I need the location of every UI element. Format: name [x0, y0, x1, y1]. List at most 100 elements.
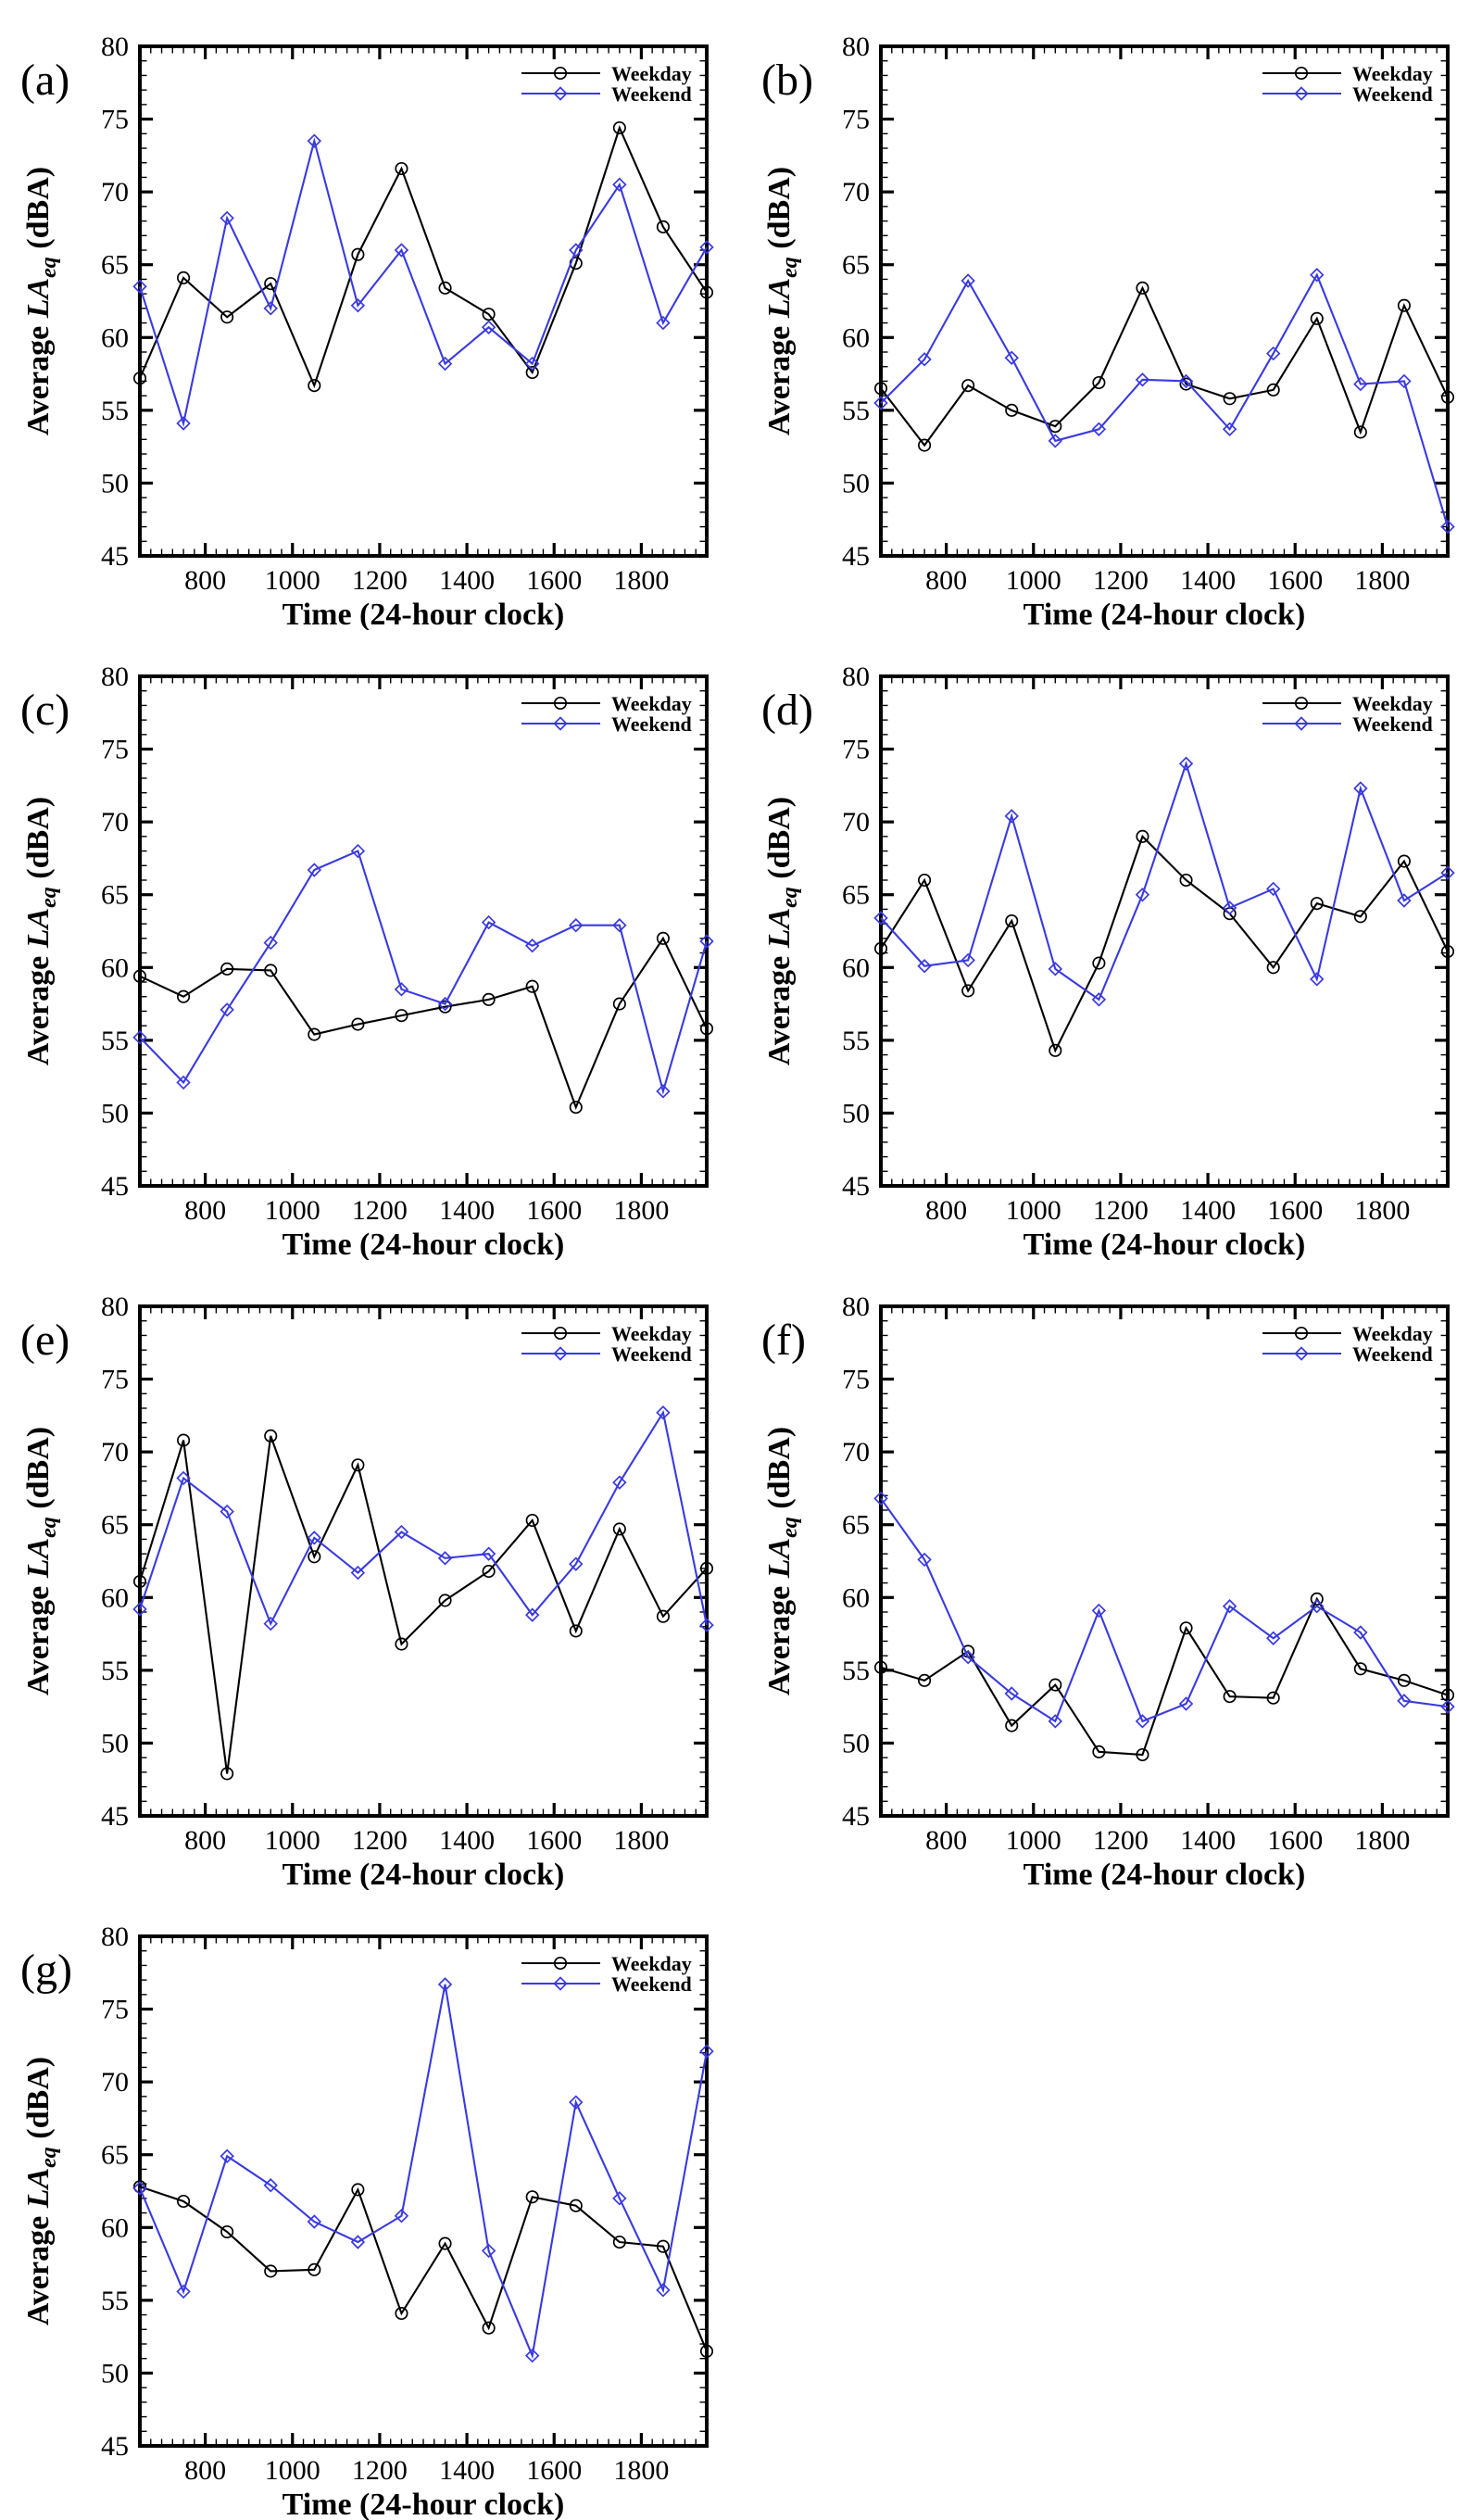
weekend-marker: [1353, 781, 1368, 796]
panel-letter: (c): [20, 686, 69, 735]
y-tick-label: 50: [101, 1098, 129, 1128]
panel-letter: (g): [20, 1946, 72, 1995]
weekend-marker: [437, 356, 453, 372]
weekday-marker: [1005, 914, 1019, 928]
weekend-marker: [873, 396, 888, 410]
y-tick-label: 65: [101, 2140, 129, 2171]
y-tick-label: 70: [101, 1437, 129, 1468]
weekday-marker: [132, 2180, 147, 2194]
weekend-marker: [350, 2235, 366, 2249]
x-tick-label: 1200: [352, 1825, 408, 1856]
x-tick-label: 1000: [265, 2455, 320, 2486]
weekday-marker: [351, 1458, 365, 1472]
x-tick-label: 1800: [613, 2455, 669, 2486]
y-tick-label: 75: [101, 105, 129, 135]
weekend-marker: [263, 935, 278, 951]
chart-canvas: 800 1000 1200 1400 1600 1800 45 50 55 60 65 70 75 80 W…: [761, 1292, 1455, 1890]
weekday-line: [139, 2186, 708, 2352]
weekend-marker: [612, 177, 627, 192]
axis-ticks: [881, 674, 1448, 1188]
weekend-marker: [220, 1504, 234, 1519]
weekday-line: [138, 1435, 708, 1774]
weekend-marker: [1091, 992, 1107, 1007]
weekend-marker: [307, 863, 322, 877]
weekend-marker: [1310, 1599, 1325, 1614]
weekend-marker: [553, 86, 568, 101]
weekday-marker: [1136, 829, 1149, 843]
weekend-marker: [1294, 1346, 1309, 1361]
weekday-marker: [569, 1101, 583, 1115]
weekday-marker: [438, 1000, 452, 1014]
weekday-marker: [656, 1609, 670, 1623]
weekday-marker: [612, 997, 626, 1011]
x-tick-labels: 800 1000 1200 1400 1600 1800: [925, 1195, 1410, 1226]
weekday-marker: [569, 2199, 583, 2212]
weekend-marker: [1048, 434, 1063, 448]
plot-frame: [879, 674, 1450, 1188]
weekday-marker: [1397, 1673, 1411, 1687]
weekend-marker: [1178, 373, 1194, 389]
y-tick-label: 80: [101, 1922, 129, 1952]
panel-letter: (b): [761, 56, 813, 105]
weekday-marker: [264, 1429, 278, 1443]
y-tick-label: 50: [101, 2358, 129, 2388]
x-tick-label: 1000: [1006, 1195, 1061, 1226]
weekend-marker: [612, 918, 627, 933]
x-tick-label: 1200: [1093, 565, 1149, 596]
weekend-marker: [263, 2178, 278, 2193]
weekend-marker: [263, 301, 278, 316]
legend-label-weekday: Weekday: [1352, 1322, 1433, 1345]
weekend-marker: [481, 1546, 496, 1561]
y-tick-label: 45: [842, 1801, 870, 1832]
weekday-marker: [482, 2321, 496, 2335]
x-tick-label: 1600: [1267, 1195, 1323, 1226]
x-tick-label: 1000: [265, 1825, 320, 1856]
weekend-line: [880, 272, 1450, 527]
y-tick-label: 80: [842, 32, 870, 62]
weekday-line: [880, 1596, 1449, 1757]
chart-canvas: 800 1000 1200 1400 1600 1800 45 50 55 60 65 70 75 80 W…: [20, 1292, 714, 1890]
weekday-marker: [264, 964, 278, 977]
weekday-marker: [177, 271, 191, 284]
y-tick-label: 60: [842, 952, 870, 983]
weekend-marker: [1091, 422, 1107, 436]
weekend-marker: [1265, 346, 1281, 361]
weekend-marker: [524, 939, 540, 953]
weekend-marker: [1310, 972, 1325, 987]
weekend-marker: [1440, 519, 1455, 535]
weekday-marker: [1266, 1691, 1280, 1705]
weekend-marker: [612, 2191, 627, 2206]
weekday-marker: [1223, 1690, 1237, 1704]
weekday-marker: [1136, 1747, 1149, 1762]
x-tick-label: 1600: [526, 1195, 582, 1226]
weekend-marker: [1004, 809, 1019, 824]
weekday-marker: [656, 931, 670, 945]
weekday-marker: [553, 1326, 568, 1341]
plot-frame: [879, 44, 1450, 558]
y-tick-label: 45: [101, 1801, 129, 1832]
weekday-marker: [1049, 420, 1062, 434]
y-tick-label: 70: [842, 1437, 870, 1468]
y-tick-labels: 45 50 55 60 65 70 75 80: [101, 662, 129, 1202]
weekend-marker: [1265, 881, 1281, 897]
weekday-marker: [1179, 1621, 1193, 1635]
weekend-marker: [1353, 376, 1368, 392]
legend-label-weekend: Weekend: [1352, 82, 1433, 106]
weekday-marker: [1266, 383, 1280, 397]
y-tick-label: 45: [101, 1171, 129, 1202]
legend-label-weekend: Weekend: [611, 712, 692, 736]
weekday-marker: [918, 438, 932, 452]
weekday-marker: [1049, 1043, 1062, 1057]
weekday-marker: [699, 1022, 714, 1036]
weekend-marker: [917, 959, 932, 974]
x-tick-label: 1400: [1180, 565, 1236, 596]
weekend-marker: [1004, 1686, 1019, 1701]
y-tick-label: 50: [101, 1728, 129, 1758]
weekend-marker: [569, 2095, 584, 2110]
weekday-marker: [395, 1009, 408, 1023]
y-tick-label: 80: [101, 32, 129, 62]
y-tick-label: 50: [842, 468, 870, 498]
weekday-line: [139, 125, 708, 389]
weekday-line: [139, 936, 708, 1111]
